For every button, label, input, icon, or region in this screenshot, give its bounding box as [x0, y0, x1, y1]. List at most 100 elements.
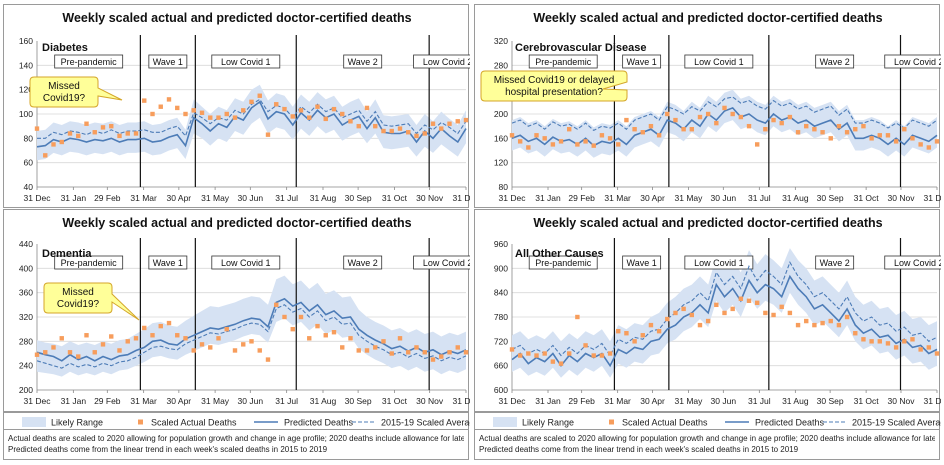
actual-point: [59, 139, 64, 145]
actual-point: [348, 336, 353, 341]
period-label: Low Covid 2: [894, 258, 941, 268]
actual-point: [117, 133, 122, 139]
x-tick-label: 30 Nov: [888, 193, 916, 203]
x-tick-label: 30 Sep: [345, 193, 372, 203]
panel-label: Dementia: [42, 248, 92, 260]
period-label-box: [528, 255, 598, 270]
y-tick-label: 60: [24, 158, 34, 168]
legend-actual-label: Scaled Actual Deaths: [622, 418, 708, 428]
x-tick-label: 30 Jun: [711, 193, 737, 203]
x-tick-label: 31 Jan: [61, 193, 87, 203]
actual-point: [323, 333, 328, 338]
y-tick-label: 600: [494, 385, 508, 395]
actual-point: [282, 314, 287, 320]
actual-point: [673, 310, 678, 316]
period-label-box: [413, 54, 470, 69]
legend-band-label: Likely Range: [522, 418, 574, 428]
actual-point: [340, 111, 345, 117]
actual-point: [439, 354, 444, 359]
period-label: Pre-pandemic: [61, 258, 118, 268]
period-label: Low Covid 1: [221, 57, 271, 67]
x-tick-label: 30 Apr: [167, 396, 192, 406]
notes-right: Actual deaths are scaled to 2020 allowin…: [474, 430, 940, 460]
period-label-box: [815, 255, 855, 270]
period-label-box: [211, 54, 281, 69]
period-label-box: [148, 255, 188, 270]
actual-point: [199, 110, 205, 115]
actual-point: [509, 133, 515, 138]
y-tick-label: 80: [499, 182, 509, 192]
actual-point: [697, 322, 703, 328]
period-label-box: [54, 54, 124, 69]
legend-predicted-label: Predicted Deaths: [755, 418, 825, 428]
likely-range-band: [37, 84, 466, 161]
actual-point: [397, 126, 403, 131]
period-label: Wave 1: [153, 258, 183, 268]
x-tick-label: 31 Mar: [130, 193, 157, 203]
actual-point: [364, 105, 370, 111]
predicted-line: [511, 106, 938, 147]
actual-point: [624, 117, 629, 123]
y-tick-label: 320: [19, 312, 33, 322]
actual-point: [463, 350, 469, 355]
actual-point: [142, 98, 147, 103]
actual-point: [730, 111, 735, 117]
actual-point: [656, 133, 662, 138]
actual-point: [771, 117, 776, 123]
actual-point: [640, 333, 645, 338]
actual-point: [356, 348, 361, 353]
actual-point: [591, 143, 596, 148]
actual-point: [100, 125, 106, 130]
notes-left: Actual deaths are scaled to 2020 allowin…: [3, 430, 469, 460]
actual-point: [224, 111, 229, 117]
actual-point: [763, 127, 768, 132]
actual-point: [616, 142, 621, 147]
y-tick-label: 120: [19, 85, 33, 95]
x-tick-label: 31 Dec: [453, 396, 470, 406]
legend-left: Likely Range Scaled Actual Deaths Predicte…: [3, 412, 470, 430]
actual-point: [804, 123, 809, 129]
likely-range-band: [512, 248, 937, 378]
y-tick-label: 40: [24, 182, 34, 192]
actual-point: [340, 345, 345, 350]
actual-point: [885, 133, 891, 138]
y-tick-label: 720: [494, 336, 508, 346]
actual-point: [714, 120, 719, 126]
actual-point: [893, 345, 899, 350]
period-label-box: [528, 54, 598, 69]
actual-point: [208, 115, 213, 120]
period-label: Wave 2: [348, 57, 378, 67]
chart-svg-cerebrovascular: Weekly scaled actual and predicted docto…: [480, 11, 941, 203]
actual-point: [59, 336, 64, 341]
y-tick-label: 900: [494, 263, 508, 273]
x-tick-label: 30 Jun: [711, 396, 737, 406]
actual-point: [158, 104, 163, 109]
actual-point: [550, 142, 556, 147]
actual-point: [356, 123, 361, 129]
y-tick-label: 160: [494, 133, 508, 143]
chart-panel-other-causes: Weekly scaled actual and predicted docto…: [474, 209, 941, 412]
period-label: Low Covid 1: [694, 57, 744, 67]
actual-point: [648, 322, 654, 328]
y-tick-label: 120: [494, 158, 508, 168]
callout-text: Missed Covid19?: [43, 81, 86, 104]
actual-point: [298, 314, 304, 320]
x-tick-label: 30 Sep: [345, 396, 372, 406]
period-label-box: [343, 54, 383, 69]
actual-point: [274, 302, 279, 308]
average-line: [36, 304, 467, 369]
average-line: [511, 96, 938, 132]
x-tick-label: 31 Dec: [499, 193, 527, 203]
x-tick-label: 31 Jan: [535, 193, 561, 203]
period-label: Low Covid 2: [423, 258, 470, 268]
x-tick-label: 30 Sep: [817, 396, 844, 406]
x-tick-label: 31 Oct: [382, 193, 408, 203]
actual-point: [125, 339, 130, 344]
predicted-line: [511, 274, 938, 368]
actual-point: [414, 345, 419, 350]
actual-point: [150, 333, 155, 338]
callout-text: Missed Covid19 or delayed hospital presen…: [494, 75, 615, 98]
actual-point: [795, 322, 801, 328]
actual-point: [787, 310, 793, 316]
